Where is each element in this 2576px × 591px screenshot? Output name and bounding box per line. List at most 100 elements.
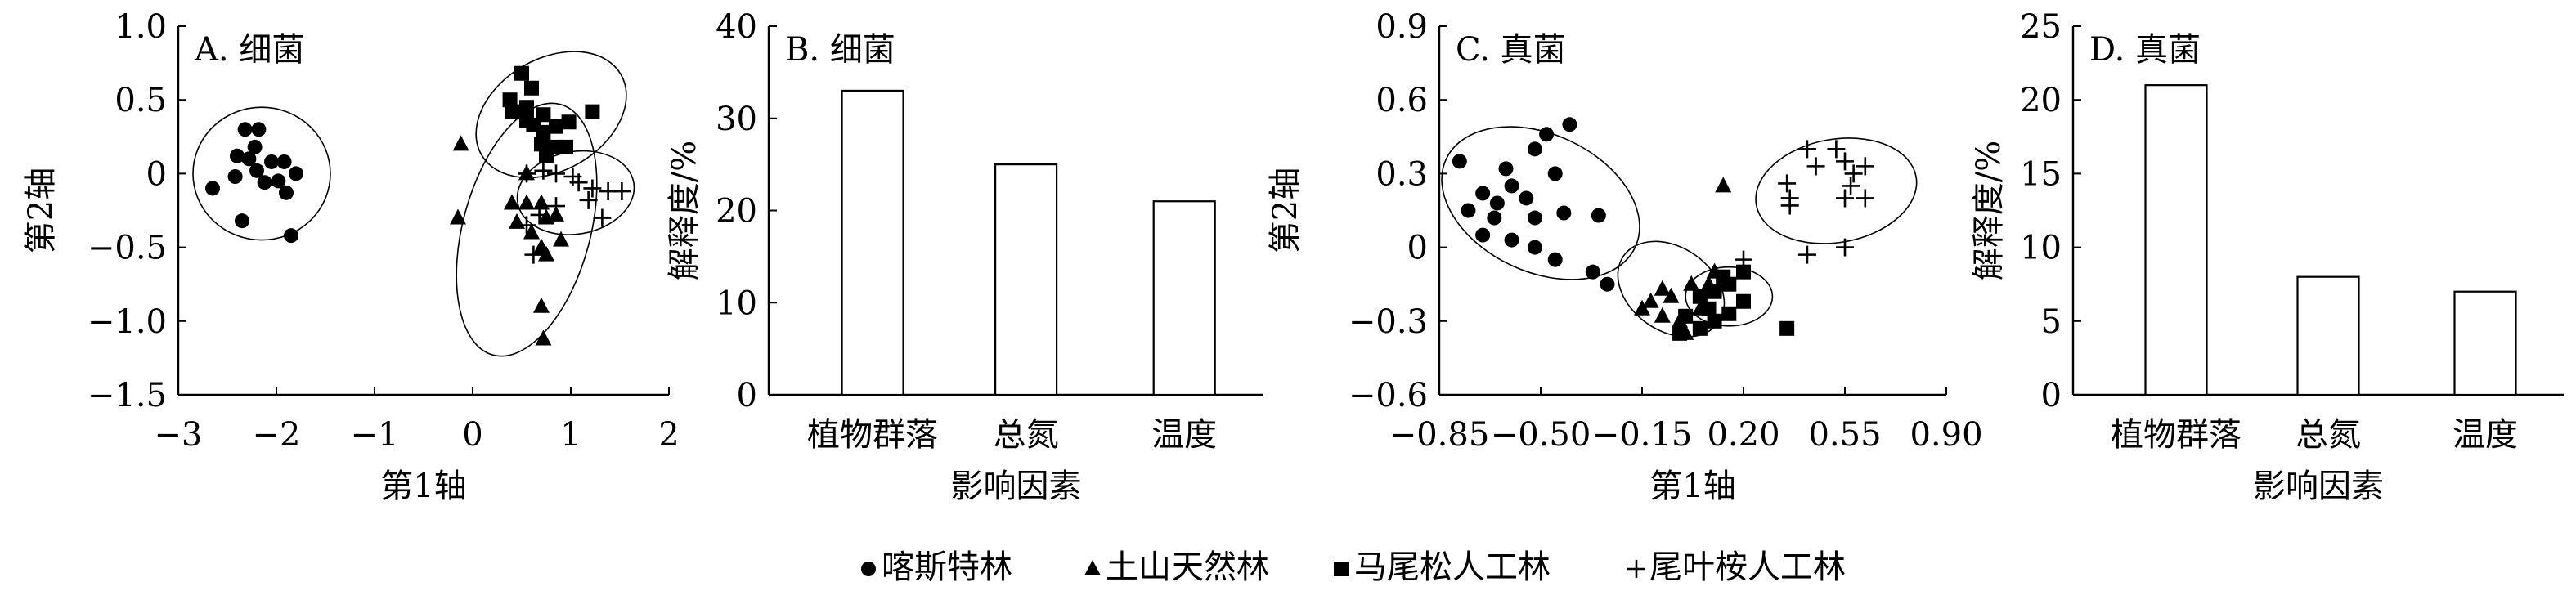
point-plus <box>613 182 631 201</box>
point-plus <box>1827 140 1846 159</box>
point-square <box>559 139 573 154</box>
point-triangle <box>1642 292 1659 308</box>
group-ellipse <box>456 102 598 357</box>
point-square <box>502 92 518 108</box>
x-tick-label: 2 <box>658 416 679 454</box>
point-square <box>1721 276 1737 292</box>
y-tick-label: 0 <box>737 377 757 414</box>
point-circle <box>257 175 272 190</box>
point-circle <box>276 154 292 169</box>
x-tick-label: 0 <box>462 416 482 454</box>
y-tick-label: 15 <box>2020 155 2062 193</box>
point-circle <box>1475 186 1491 201</box>
point-plus <box>1856 189 1874 208</box>
point-plus <box>569 173 588 192</box>
y-tick-label: 40 <box>716 8 757 46</box>
point-plus <box>593 208 612 227</box>
point-circle <box>249 163 264 178</box>
group-ellipse <box>1441 126 1640 280</box>
y-tick-label: 30 <box>716 101 757 138</box>
point-plus <box>524 245 543 264</box>
point-plus <box>1836 189 1854 208</box>
legend-square-icon <box>1334 562 1349 576</box>
point-triangle <box>533 297 550 313</box>
point-circle <box>1527 141 1542 157</box>
point-square <box>505 104 519 119</box>
point-square <box>1779 320 1795 336</box>
point-triangle <box>450 208 466 225</box>
x-tick-label: −3 <box>155 416 203 454</box>
y-tick-label: 20 <box>716 193 757 231</box>
point-square <box>561 114 577 130</box>
point-square <box>1707 313 1722 329</box>
panel-title: A. 细菌 <box>194 31 304 69</box>
point-square <box>585 104 600 119</box>
point-square <box>1672 325 1688 341</box>
legend-item: 尾叶桉人工林 <box>1627 548 1846 586</box>
point-plus <box>530 205 549 224</box>
point-square <box>1721 306 1737 321</box>
x-tick-label: −0.85 <box>1389 416 1490 454</box>
x-axis-label: 影响因素 <box>951 468 1082 505</box>
point-circle <box>1461 203 1476 218</box>
legend-circle-icon <box>861 562 876 576</box>
point-circle <box>247 139 263 154</box>
point-circle <box>1527 240 1542 255</box>
point-triangle <box>533 194 550 210</box>
point-square <box>524 80 539 96</box>
y-tick-label: 0 <box>2041 377 2062 414</box>
bar <box>2144 84 2208 396</box>
point-plus <box>1842 177 1860 195</box>
point-triangle <box>1634 299 1650 316</box>
x-tick-label: 0.20 <box>1707 416 1779 454</box>
category-label: 植物群落 <box>807 416 938 454</box>
point-triangle <box>1683 275 1700 291</box>
y-tick-label: −0.6 <box>1349 377 1428 414</box>
panel-title: D. 真菌 <box>2089 31 2201 69</box>
point-plus <box>1778 174 1797 193</box>
point-circle <box>1475 227 1491 243</box>
point-circle <box>235 213 249 229</box>
x-axis-label: 第1轴 <box>1649 468 1735 505</box>
point-square <box>1692 320 1708 336</box>
point-circle <box>1556 205 1572 221</box>
legend-item: 喀斯特林 <box>861 548 1012 586</box>
point-triangle <box>538 245 554 262</box>
y-axis-label: 解释度/% <box>666 141 703 280</box>
category-label: 总氮 <box>2296 416 2361 454</box>
point-circle <box>1498 161 1514 177</box>
y-tick-label: 25 <box>2020 8 2062 46</box>
point-square <box>1736 293 1751 309</box>
legend-item: 马尾松人工林 <box>1334 548 1551 586</box>
point-circle <box>284 228 298 244</box>
legend-triangle-icon <box>1084 560 1101 575</box>
x-axis-label: 第1轴 <box>380 468 466 505</box>
y-tick-label: 10 <box>2020 230 2062 267</box>
point-square <box>1707 284 1722 299</box>
legend-label: 尾叶桉人工林 <box>1649 548 1846 586</box>
point-triangle <box>1654 280 1671 296</box>
point-plus <box>518 216 536 235</box>
point-circle <box>227 169 243 185</box>
point-circle <box>264 154 279 169</box>
point-plus <box>1780 196 1799 215</box>
point-triangle <box>1654 307 1671 323</box>
y-axis-label: 解释度/% <box>1970 141 2008 280</box>
point-plus <box>1836 152 1854 171</box>
point-square <box>1692 289 1708 304</box>
point-circle <box>1487 210 1502 226</box>
point-square <box>1736 264 1751 280</box>
point-square <box>549 119 563 134</box>
point-circle <box>1527 210 1542 226</box>
point-triangle <box>1715 177 1732 193</box>
point-circle <box>1489 195 1505 211</box>
point-circle <box>1539 127 1555 142</box>
point-plus <box>1797 140 1816 159</box>
legend: 喀斯特林 土山天然林 马尾松人工林 尾叶桉人工林 <box>861 548 1846 586</box>
point-circle <box>1591 208 1606 223</box>
point-plus <box>1735 250 1752 269</box>
scatter-panel-C: 0.9 0.6 0.3 0 −0.3 −0.6−0.85 −0.50 −0.15 0.20 0.5… <box>1267 8 1983 505</box>
point-plus <box>547 164 565 183</box>
